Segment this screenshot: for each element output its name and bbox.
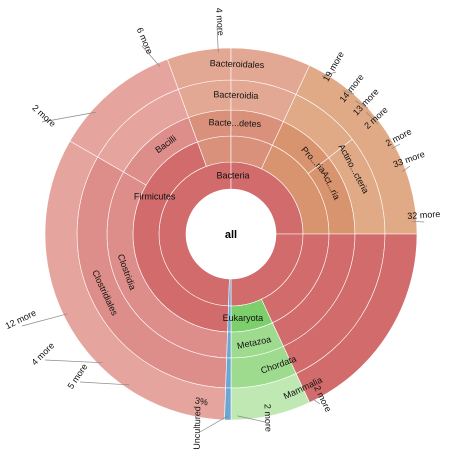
more-label[interactable]: 5 more [66, 362, 90, 391]
sunburst-wedge[interactable] [226, 331, 232, 359]
leader-line [237, 415, 266, 423]
more-label[interactable]: 2 more [263, 404, 274, 432]
leader-line [366, 111, 379, 125]
center-hole [186, 189, 276, 279]
leader-line [321, 71, 337, 77]
leader-line [216, 25, 219, 53]
more-label[interactable]: 12 more [4, 308, 38, 331]
leader-line [79, 381, 130, 386]
leader-line [310, 397, 321, 405]
wedge-label: 3% [194, 395, 209, 407]
sunburst-wedge[interactable] [225, 357, 232, 389]
leader-line [412, 220, 425, 223]
sunburst-wedges [44, 47, 418, 421]
more-label[interactable]: 32 more [407, 209, 441, 221]
leader-line [391, 143, 401, 149]
wedge-label: Bacteria [217, 171, 250, 181]
wedge-label: Bacteroidales [210, 58, 265, 70]
root-label[interactable]: all [225, 229, 237, 241]
leader-line [44, 359, 103, 364]
more-label[interactable]: Uncultured [192, 406, 203, 450]
sunburst-wedge[interactable] [224, 387, 232, 421]
leader-line [354, 100, 369, 109]
more-label[interactable]: 4 more [214, 7, 226, 36]
leader-line [21, 313, 68, 327]
leader-line [41, 111, 96, 123]
more-label[interactable]: 6 more [135, 26, 155, 56]
leader-line [342, 90, 355, 95]
more-label[interactable]: 2 more [30, 103, 58, 129]
more-label[interactable]: 4 more [29, 340, 56, 367]
leader-line [141, 45, 161, 67]
leader-line [401, 165, 411, 173]
wedge-label: Bacteroidia [213, 89, 258, 101]
leader-line [199, 415, 228, 433]
wedge-label: Eukaryota [223, 313, 264, 323]
wedge-label: Bacte...detes [208, 117, 261, 129]
wedge-label: Firmicutes [134, 192, 176, 202]
